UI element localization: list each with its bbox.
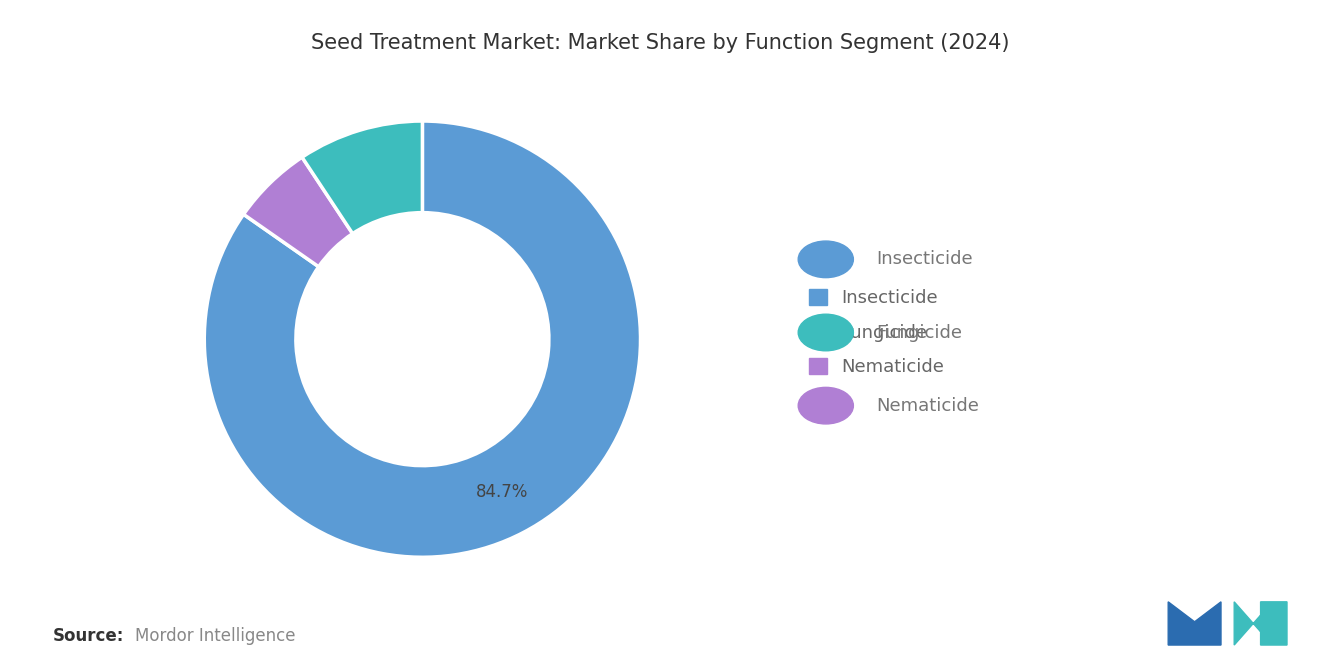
Text: Insecticide: Insecticide [876, 250, 973, 269]
Wedge shape [244, 157, 352, 267]
Text: 84.7%: 84.7% [477, 483, 528, 501]
Circle shape [799, 314, 853, 351]
Wedge shape [205, 121, 640, 557]
Text: Source:: Source: [53, 627, 124, 645]
Text: Fungicide: Fungicide [876, 323, 962, 342]
Text: Mordor Intelligence: Mordor Intelligence [135, 627, 296, 645]
Wedge shape [302, 121, 422, 233]
Circle shape [799, 241, 853, 278]
Polygon shape [1234, 602, 1287, 645]
Polygon shape [1168, 602, 1221, 645]
Text: Nematicide: Nematicide [876, 396, 979, 415]
Legend: Insecticide, Fungicide, Nematicide: Insecticide, Fungicide, Nematicide [800, 280, 953, 385]
Circle shape [799, 387, 853, 424]
Text: Seed Treatment Market: Market Share by Function Segment (2024): Seed Treatment Market: Market Share by F… [310, 33, 1010, 53]
